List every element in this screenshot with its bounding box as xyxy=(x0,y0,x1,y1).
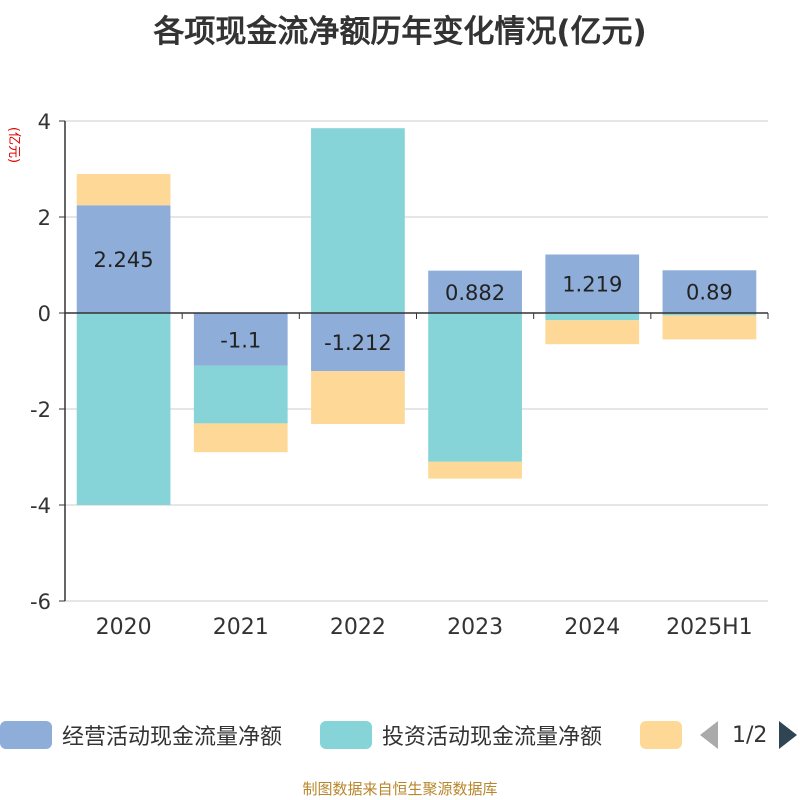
grid-lines xyxy=(65,120,768,602)
bar-series-0-2022[interactable] xyxy=(311,313,405,372)
bar-series-1-2023[interactable] xyxy=(428,313,522,462)
bar-series-1-2022[interactable] xyxy=(311,128,405,313)
x-tick-label: 2025H1 xyxy=(666,615,753,640)
source-note: 制图数据来自恒生聚源数据库 xyxy=(302,780,498,798)
legend: 经营活动现金流量净额 投资活动现金流量净额 1/2 xyxy=(0,718,800,752)
bar-group xyxy=(76,128,757,505)
bar-series-0-2024[interactable] xyxy=(545,254,640,313)
x-tick-label: 2020 xyxy=(96,615,152,640)
x-tick-label: 2021 xyxy=(213,615,269,640)
bar-series-0-2020[interactable] xyxy=(76,205,171,313)
legend-label-investing: 投资活动现金流量净额 xyxy=(382,725,603,750)
y-tick-label: 0 xyxy=(38,302,51,326)
bar-series-1-2024[interactable] xyxy=(545,313,640,321)
legend-swatch-operating xyxy=(0,721,52,749)
data-label: -1.212 xyxy=(324,331,392,355)
data-label: 0.89 xyxy=(686,281,733,305)
y-tick-label: 4 xyxy=(38,110,51,134)
legend-label-operating: 经营活动现金流量净额 xyxy=(62,725,283,750)
y-tick-label: -6 xyxy=(30,590,51,614)
y-tick-label: 2 xyxy=(38,206,51,230)
bar-series-2-2022[interactable] xyxy=(311,371,405,424)
legend-item-investing[interactable]: 投资活动现金流量净额 xyxy=(320,718,602,752)
bar-series-1-2021[interactable] xyxy=(193,365,288,424)
bar-series-2-2024[interactable] xyxy=(545,320,640,345)
axes: 4 2 0 -2 -4 -6 2020 2021 2022 2023 2024 2025H1 xyxy=(30,110,769,640)
x-tick-label: 2024 xyxy=(564,615,620,640)
chart-title: 各项现金流净额历年变化情况(亿元) xyxy=(153,14,647,50)
legend-swatch-investing xyxy=(320,721,372,749)
bar-series-1-2020[interactable] xyxy=(76,313,171,505)
data-label: 2.245 xyxy=(94,248,154,272)
legend-item-operating[interactable]: 经营活动现金流量净额 xyxy=(0,718,282,752)
bar-series-0-2025H1[interactable] xyxy=(662,270,757,313)
bar-series-1-2025H1[interactable] xyxy=(662,313,757,316)
bar-series-0-2023[interactable] xyxy=(428,270,522,313)
bar-series-2-2021[interactable] xyxy=(193,423,288,453)
data-label: 0.882 xyxy=(445,281,505,305)
y-axis-label: (亿元) xyxy=(6,127,21,163)
y-tick-label: -2 xyxy=(30,398,51,422)
legend-item-financing[interactable] xyxy=(640,718,682,752)
data-labels: 2.245 -1.1 -1.212 0.882 1.219 0.89 xyxy=(94,248,733,355)
legend-page-indicator: 1/2 xyxy=(732,722,768,748)
data-label: 1.219 xyxy=(562,273,622,297)
bar-series-2-2020[interactable] xyxy=(76,174,171,206)
bar-series-2-2023[interactable] xyxy=(428,461,522,479)
x-tick-label: 2023 xyxy=(447,615,503,640)
prev-page-icon[interactable] xyxy=(700,721,718,749)
y-tick-label: -4 xyxy=(30,494,51,518)
data-label: -1.1 xyxy=(220,328,261,352)
bar-series-0-2021[interactable] xyxy=(193,313,288,366)
next-page-icon[interactable] xyxy=(779,721,798,749)
x-tick-label: 2022 xyxy=(330,615,386,640)
legend-swatch-financing xyxy=(640,721,682,749)
legend-pager: 1/2 xyxy=(700,718,798,752)
bar-series-2-2025H1[interactable] xyxy=(662,315,757,340)
